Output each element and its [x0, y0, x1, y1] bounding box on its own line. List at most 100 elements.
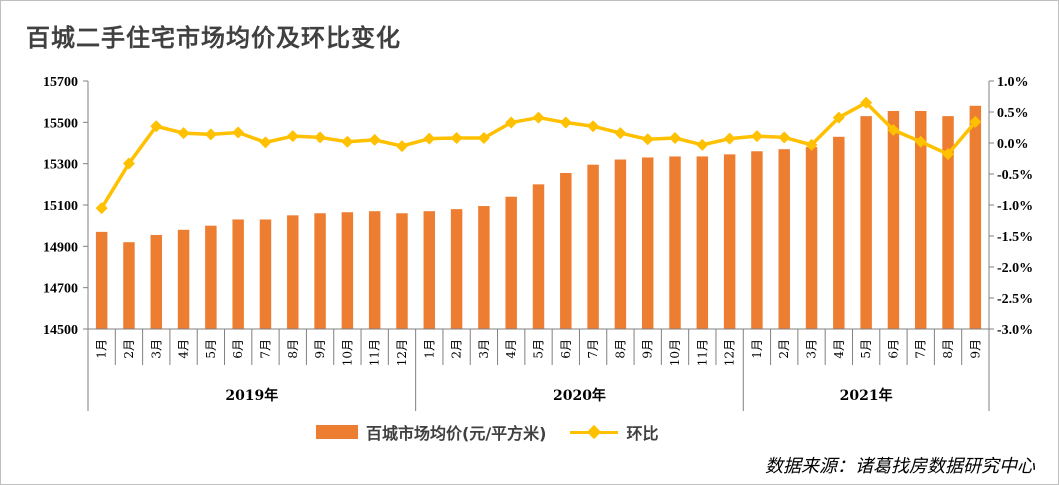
- mom-point-28: [832, 111, 845, 124]
- year-label: 2021年: [840, 387, 893, 404]
- month-label: 8月: [286, 339, 300, 359]
- y-right-tick-label: -2.0%: [997, 261, 1033, 276]
- bar-3: [150, 234, 162, 329]
- bar-17: [532, 184, 545, 329]
- bar-16: [505, 196, 517, 329]
- legend: 百城市场均价(元/平方米) 环比: [316, 420, 683, 444]
- mom-point-3: [150, 120, 163, 133]
- y-left-tick-label: 15100: [43, 199, 78, 214]
- mom-point-16: [505, 116, 518, 129]
- bar-30: [887, 110, 900, 329]
- mom-point-23: [696, 138, 709, 151]
- mom-point-13: [423, 132, 436, 145]
- mom-point-14: [450, 132, 463, 145]
- mom-point-17: [532, 111, 545, 124]
- bar-12: [396, 213, 408, 329]
- year-label: 2020年: [553, 387, 606, 404]
- mom-point-24: [723, 132, 736, 145]
- y-right-tick-label: -1.5%: [997, 230, 1033, 245]
- bar-18: [560, 172, 572, 329]
- month-label: 3月: [805, 339, 819, 359]
- mom-point-31: [914, 135, 927, 148]
- mom-point-11: [368, 133, 381, 146]
- month-label: 5月: [204, 339, 218, 359]
- bar-6: [232, 219, 244, 329]
- legend-price-label: 百城市场均价(元/平方米): [366, 424, 547, 443]
- mom-point-26: [778, 131, 791, 144]
- y-right-tick-label: 1.0%: [997, 75, 1029, 90]
- mom-point-15: [477, 132, 490, 145]
- bar-4: [177, 229, 190, 329]
- legend-bar-swatch: [316, 425, 358, 439]
- bar-29: [860, 116, 872, 329]
- month-label: 2月: [450, 339, 464, 359]
- bar-13: [423, 211, 436, 329]
- month-label: 6月: [559, 339, 573, 359]
- y-right-tick-label: -3.0%: [997, 323, 1033, 338]
- y-right-tick-label: -1.0%: [997, 199, 1033, 214]
- mom-point-4: [177, 127, 190, 140]
- bar-19: [587, 164, 599, 329]
- bar-26: [778, 149, 790, 329]
- month-label: 9月: [313, 339, 327, 359]
- y-left-tick-label: 15500: [43, 116, 78, 131]
- y-left-tick-label: 14900: [43, 240, 78, 255]
- month-label: 7月: [586, 339, 600, 359]
- y-left-tick-label: 15300: [43, 158, 78, 173]
- mom-point-21: [641, 133, 654, 146]
- bar-20: [614, 159, 627, 329]
- month-label: 4月: [177, 339, 191, 359]
- month-label: 3月: [477, 339, 491, 359]
- mom-point-9: [314, 131, 327, 144]
- bar-27: [805, 147, 818, 329]
- month-label: 2月: [122, 339, 136, 359]
- mom-point-20: [614, 127, 627, 140]
- month-label: 10月: [668, 339, 682, 366]
- month-label: 6月: [231, 339, 245, 359]
- month-label: 4月: [504, 339, 518, 359]
- y-right-tick-label: -0.5%: [997, 168, 1033, 183]
- chart-title: 百城二手住宅市场均价及环比变化: [26, 23, 401, 52]
- legend-mom-label: 环比: [626, 424, 659, 443]
- bar-32: [942, 116, 954, 329]
- bar-7: [259, 219, 272, 329]
- y-right-tick-label: 0.5%: [997, 106, 1029, 121]
- y-left-tick-label: 15700: [43, 75, 78, 90]
- y-left-tick-label: 14700: [43, 282, 78, 297]
- bar-24: [723, 154, 736, 329]
- legend-line-swatch: [570, 424, 619, 440]
- month-label: 8月: [613, 339, 627, 359]
- bar-9: [314, 213, 326, 329]
- bar-5: [205, 225, 217, 329]
- bar-10: [341, 212, 354, 329]
- month-label: 8月: [941, 339, 955, 359]
- month-label: 7月: [258, 339, 272, 359]
- month-label: 12月: [723, 339, 737, 366]
- y-right-tick-label: -2.5%: [997, 292, 1033, 307]
- mom-point-29: [860, 96, 873, 109]
- legend-item-price: 百城市场均价(元/平方米): [316, 420, 546, 444]
- bar-2: [123, 242, 135, 329]
- month-label: 9月: [641, 339, 655, 359]
- month-label: 2月: [777, 339, 791, 359]
- month-label: 5月: [859, 339, 873, 359]
- month-label: 11月: [695, 339, 709, 366]
- bar-21: [641, 157, 654, 329]
- month-label: 10月: [340, 339, 354, 366]
- mom-point-18: [559, 116, 572, 129]
- mom-point-27: [805, 138, 818, 151]
- month-label: 1月: [750, 339, 764, 359]
- month-label: 9月: [968, 339, 982, 359]
- mom-point-1: [95, 202, 108, 215]
- bar-33: [969, 105, 982, 329]
- y-left-tick-label: 14500: [43, 323, 78, 338]
- mom-point-32: [942, 148, 955, 161]
- y-right-tick-label: 0.0%: [997, 137, 1029, 152]
- month-label: 5月: [532, 339, 546, 359]
- mom-point-2: [122, 157, 135, 170]
- bar-31: [915, 110, 927, 329]
- bar-28: [833, 136, 845, 329]
- bar-14: [450, 209, 463, 329]
- mom-point-5: [204, 128, 217, 141]
